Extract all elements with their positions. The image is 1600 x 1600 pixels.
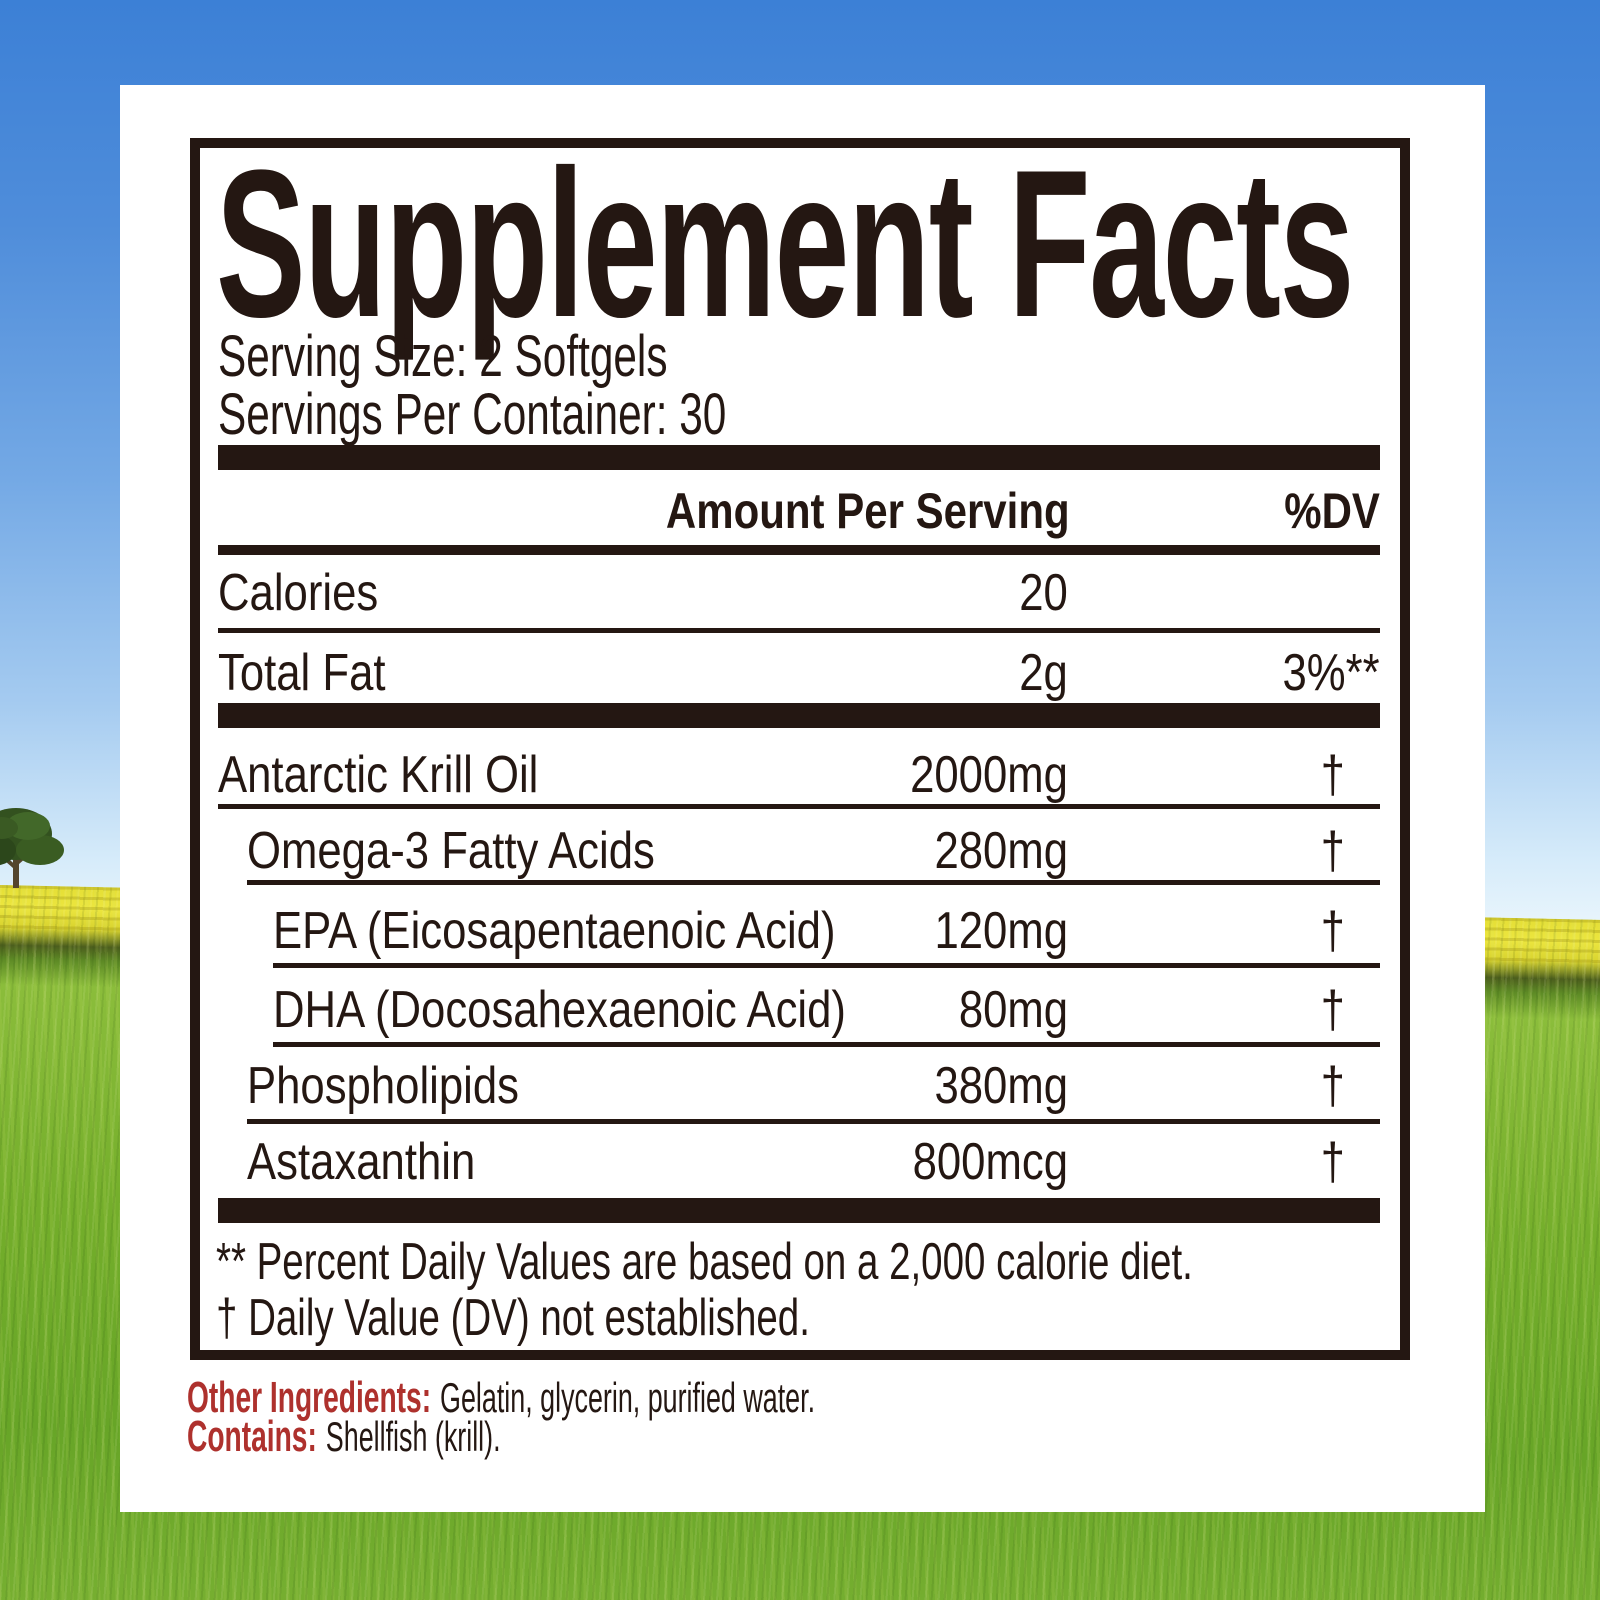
column-header-row: Amount Per Serving %DV bbox=[218, 486, 1380, 548]
dagger-symbol: † bbox=[1320, 822, 1345, 880]
dagger-symbol: † bbox=[1320, 981, 1345, 1039]
other-ingredients-line: Other Ingredients: Gelatin, glycerin, pur… bbox=[187, 1376, 1168, 1420]
ingredient-row: Antarctic Krill Oil 2000mg † bbox=[218, 749, 1380, 811]
ingredient-row: EPA (Eicosapentaenoic Acid) 120mg † bbox=[218, 905, 1380, 967]
footnote-dagger: † Daily Value (DV) not established. bbox=[216, 1289, 810, 1347]
contains-text: Shellfish (krill). bbox=[325, 1413, 501, 1460]
section-bar bbox=[218, 703, 1380, 728]
nutrient-amount: 20 bbox=[1019, 564, 1068, 622]
ingredient-name: Antarctic Krill Oil bbox=[218, 746, 539, 804]
ingredient-amount: 80mg bbox=[958, 981, 1068, 1039]
ingredient-row: Omega-3 Fatty Acids 280mg † bbox=[218, 825, 1380, 887]
contains-label: Contains: bbox=[187, 1412, 317, 1461]
nutrient-name: Total Fat bbox=[218, 644, 386, 702]
separator-line bbox=[218, 804, 1380, 809]
contains-line: Contains: Shellfish (krill). bbox=[187, 1415, 677, 1459]
separator-line bbox=[247, 1119, 1380, 1124]
ingredient-row: Phospholipids 380mg † bbox=[218, 1060, 1380, 1122]
ingredient-name: Astaxanthin bbox=[247, 1133, 476, 1191]
other-ingredients-label: Other Ingredients: bbox=[187, 1373, 432, 1422]
supplement-facts-box: Supplement Facts Serving Size: 2 Softgel… bbox=[190, 138, 1410, 1360]
separator-line bbox=[273, 1042, 1380, 1047]
ingredient-amount: 280mg bbox=[934, 822, 1068, 880]
ingredient-row: DHA (Docosahexaenoic Acid) 80mg † bbox=[218, 984, 1380, 1046]
facts-title: Supplement Facts bbox=[216, 126, 1354, 361]
dagger-symbol: † bbox=[1320, 1057, 1345, 1115]
ingredient-name: DHA (Docosahexaenoic Acid) bbox=[273, 981, 846, 1039]
dagger-symbol: † bbox=[1320, 746, 1345, 804]
separator-line bbox=[273, 963, 1380, 968]
section-bar bbox=[218, 1198, 1380, 1223]
nutrient-amount: 2g bbox=[1019, 644, 1068, 702]
ingredient-name: Omega-3 Fatty Acids bbox=[247, 822, 655, 880]
label-card: Supplement Facts Serving Size: 2 Softgel… bbox=[120, 85, 1485, 1512]
ingredient-amount: 2000mg bbox=[910, 746, 1068, 804]
ingredient-amount: 800mcg bbox=[912, 1133, 1068, 1191]
footnote-percent-dv: ** Percent Daily Values are based on a 2… bbox=[216, 1233, 1193, 1291]
separator-line bbox=[247, 880, 1380, 885]
dagger-symbol: † bbox=[1320, 1133, 1345, 1191]
ingredient-row: Astaxanthin 800mcg † bbox=[218, 1136, 1380, 1198]
nutrient-name: Calories bbox=[218, 564, 379, 622]
nutrient-dv: 3%** bbox=[1282, 644, 1380, 702]
amount-per-serving-header: Amount Per Serving bbox=[666, 483, 1070, 539]
dv-header: %DV bbox=[1284, 483, 1380, 539]
nutrient-row: Calories 20 bbox=[218, 567, 1380, 629]
dagger-symbol: † bbox=[1320, 902, 1345, 960]
tree-illustration bbox=[0, 808, 64, 888]
separator-line bbox=[218, 628, 1380, 633]
ingredient-amount: 380mg bbox=[934, 1057, 1068, 1115]
ingredient-name: Phospholipids bbox=[247, 1057, 519, 1115]
servings-per-container-line: Servings Per Container: 30 bbox=[218, 382, 727, 447]
ingredient-amount: 120mg bbox=[934, 902, 1068, 960]
other-ingredients-text: Gelatin, glycerin, purified water. bbox=[440, 1374, 816, 1421]
section-bar bbox=[218, 445, 1380, 470]
serving-size-line: Serving Size: 2 Softgels bbox=[218, 324, 668, 389]
nutrient-row: Total Fat 2g 3%** bbox=[218, 647, 1380, 709]
separator-line bbox=[218, 545, 1380, 555]
ingredient-name: EPA (Eicosapentaenoic Acid) bbox=[273, 902, 836, 960]
